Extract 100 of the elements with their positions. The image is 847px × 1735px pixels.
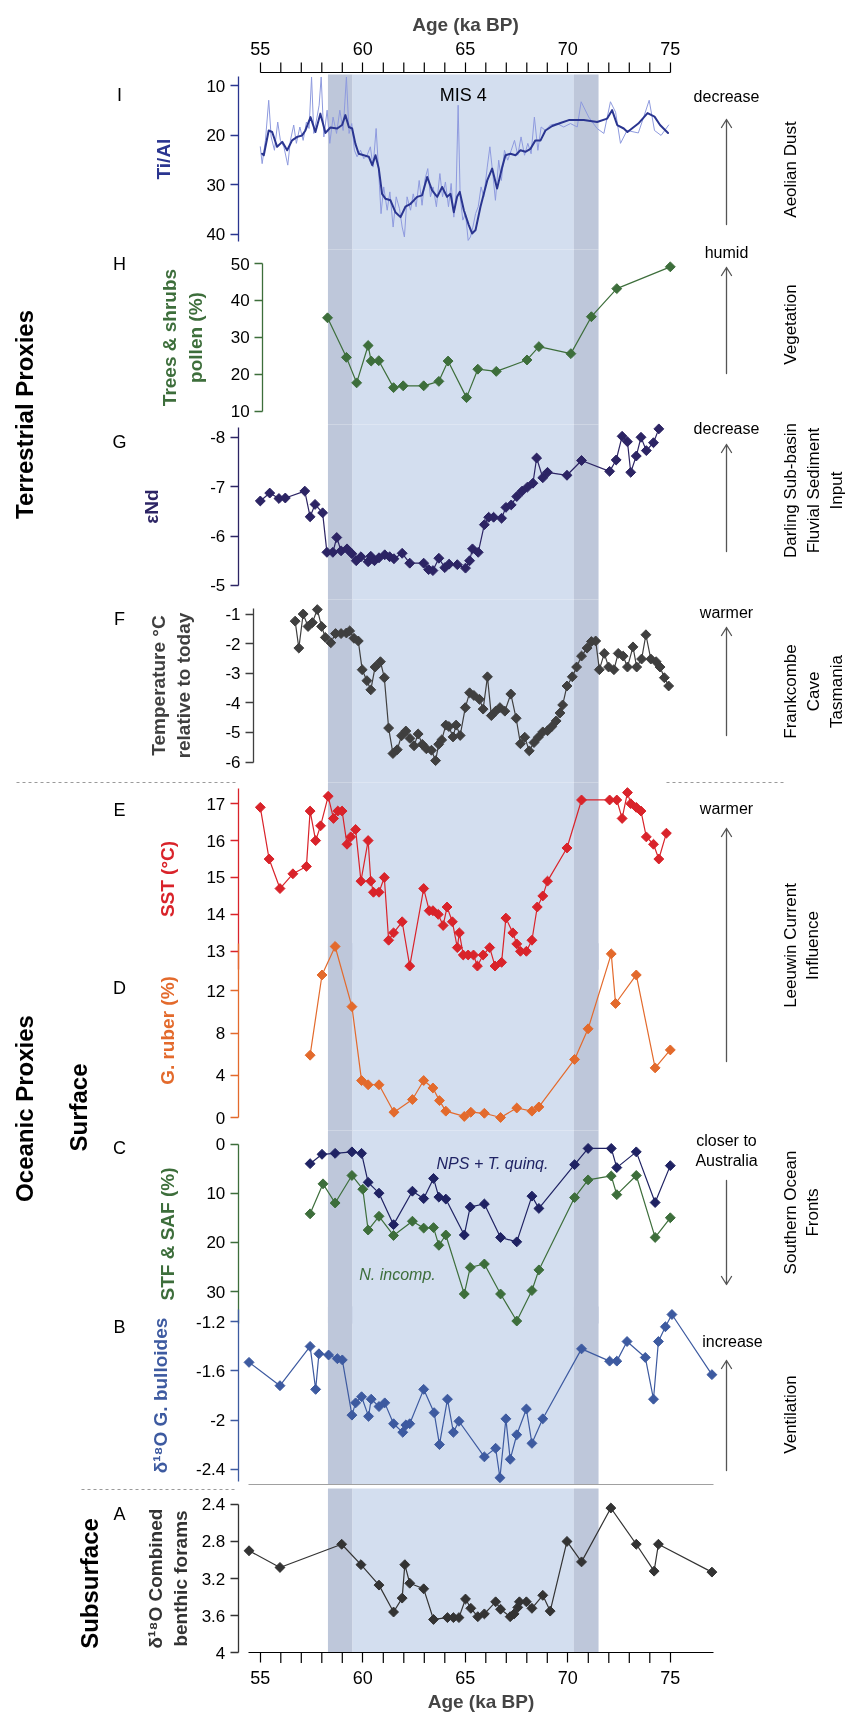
y-tick-label: -5	[225, 723, 241, 743]
point	[664, 1044, 676, 1056]
point	[346, 1146, 358, 1158]
point	[458, 1288, 470, 1300]
point	[442, 1393, 453, 1405]
point	[472, 1611, 484, 1623]
point	[472, 363, 484, 375]
x-tick-label: 75	[660, 38, 681, 59]
point	[356, 1147, 368, 1159]
text: Ventilation	[781, 1375, 800, 1454]
point	[504, 1453, 516, 1465]
band-label: MIS 4	[439, 84, 487, 105]
point	[494, 1472, 506, 1484]
text: Frankcombe Cave Tasmania	[781, 644, 846, 739]
point	[357, 1183, 369, 1195]
point	[621, 1336, 633, 1347]
text: Southern Ocean Fronts	[780, 1150, 823, 1275]
point	[442, 355, 454, 367]
y-axis-title: G. ruber (%)	[156, 976, 178, 1085]
point	[388, 382, 399, 394]
point	[659, 1321, 671, 1333]
y-tick-label: 30	[230, 328, 250, 348]
point	[610, 998, 622, 1009]
point	[418, 1193, 430, 1205]
point	[652, 1336, 664, 1347]
y-tick-label: -6	[225, 753, 241, 773]
point	[329, 1147, 341, 1159]
x-tick-label: 70	[557, 38, 578, 59]
y-axis-title: STF & SAF (%)	[156, 1167, 178, 1301]
point	[365, 1393, 377, 1405]
point	[630, 1146, 642, 1158]
point	[464, 1261, 476, 1273]
point	[544, 1605, 556, 1617]
y-tick-label: 50	[230, 254, 250, 274]
point	[433, 1239, 445, 1251]
point	[373, 1187, 385, 1199]
point	[533, 341, 545, 353]
point	[521, 354, 533, 366]
point	[533, 1101, 545, 1113]
text: I	[117, 84, 123, 105]
y-tick-label: 20	[230, 365, 250, 385]
point	[630, 1170, 642, 1181]
point	[582, 1142, 594, 1154]
point	[346, 1409, 358, 1421]
point	[605, 1502, 617, 1514]
point	[406, 1185, 418, 1197]
point	[526, 1105, 538, 1117]
point	[630, 969, 642, 981]
point	[648, 1565, 660, 1577]
point	[585, 311, 597, 323]
y-tick-label: -2	[210, 1411, 226, 1431]
point	[355, 1559, 367, 1571]
point	[304, 1208, 316, 1220]
point	[350, 1397, 362, 1409]
y-tick-label: -3	[225, 664, 241, 684]
point	[569, 1053, 581, 1065]
y-tick-label: 8	[215, 1024, 226, 1044]
point	[495, 1112, 507, 1123]
x-tick-label: 70	[557, 1667, 578, 1688]
point	[356, 1391, 368, 1403]
point	[310, 1383, 322, 1395]
point	[611, 1189, 623, 1201]
point	[478, 1258, 490, 1270]
y-tick-label: 4	[215, 1643, 226, 1663]
point	[329, 1197, 341, 1209]
point	[397, 380, 409, 392]
y-axis-title: Temperature °C relative to today	[148, 612, 195, 759]
series-label: NPS + T. quinq.	[436, 1155, 549, 1172]
y-tick-label: 40	[230, 291, 250, 311]
point	[526, 1190, 538, 1202]
point	[274, 1380, 286, 1392]
point	[605, 1142, 617, 1154]
point	[490, 1442, 502, 1454]
y-axis-title: δ¹⁸O G. bulloides	[150, 1317, 172, 1474]
point	[458, 1110, 470, 1122]
x-axis-title: Age (ka BP)	[412, 13, 519, 35]
line-series	[261, 109, 670, 235]
point	[648, 1393, 659, 1405]
y-axis-title: Trees & shrubs pollen (%)	[159, 268, 206, 407]
point	[611, 283, 623, 295]
y-tick-label: -2.4	[196, 1460, 226, 1480]
point	[418, 1075, 430, 1086]
chart-title: B	[113, 1316, 126, 1337]
point	[511, 1315, 523, 1327]
y-tick-label: 3.2	[201, 1569, 226, 1589]
point	[465, 1106, 477, 1118]
point	[576, 1556, 587, 1568]
point	[418, 1383, 430, 1395]
point	[526, 1285, 538, 1296]
point	[428, 1407, 440, 1419]
text: Surface	[65, 1063, 92, 1152]
y-tick-label: 40	[206, 225, 226, 245]
chart-title: H	[113, 253, 126, 274]
point	[399, 1559, 411, 1571]
text: Terrestrial Proxies	[11, 309, 38, 519]
point	[639, 1352, 651, 1363]
x-tick-label: 55	[250, 1667, 271, 1688]
line-series	[259, 76, 670, 241]
point	[649, 1231, 661, 1243]
point	[495, 1603, 507, 1615]
